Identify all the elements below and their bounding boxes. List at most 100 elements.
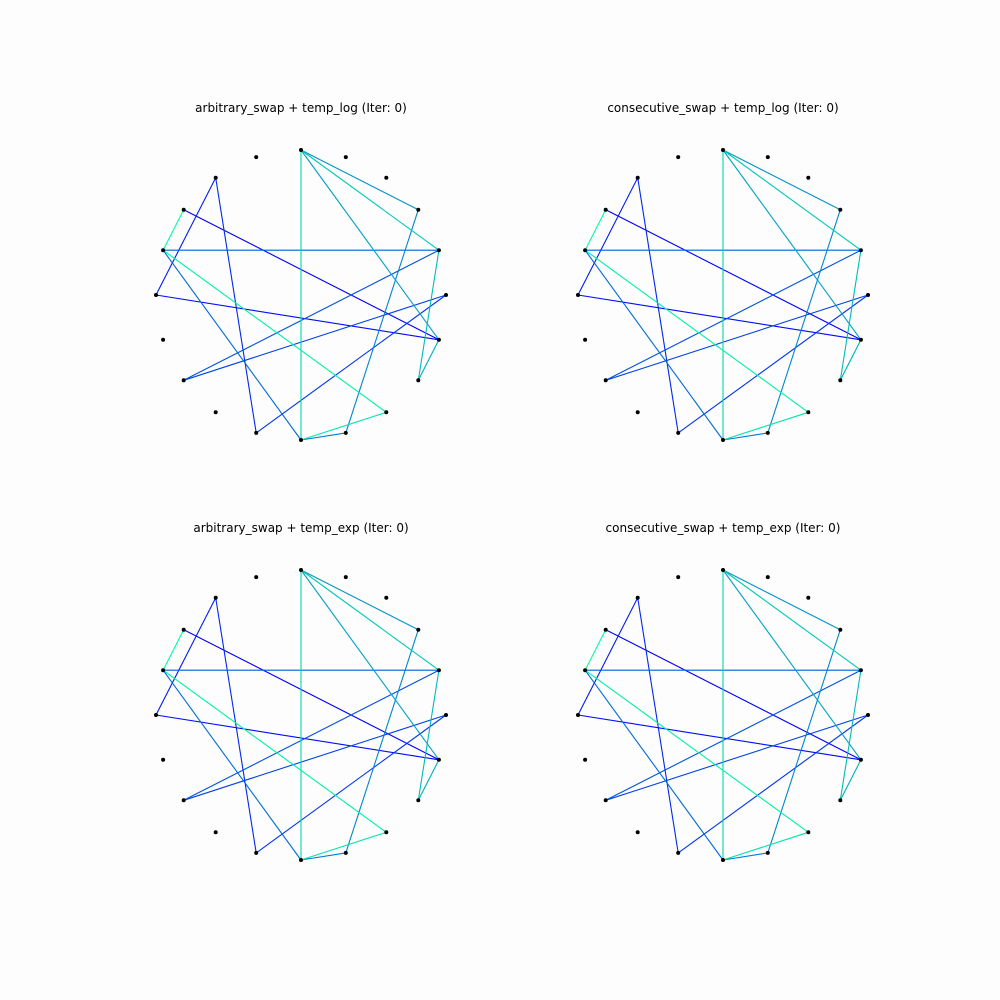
- city-point: [765, 155, 770, 160]
- city-point: [583, 668, 588, 673]
- tour-edge: [183, 249, 440, 381]
- tour-edge: [605, 294, 869, 381]
- panel-consecutive-swap-temp-exp: consecutive_swap + temp_exp (Iter: 0): [576, 521, 870, 862]
- city-point: [384, 830, 389, 835]
- city-point: [806, 595, 811, 600]
- tour-edge: [722, 569, 862, 671]
- city-point: [254, 575, 259, 580]
- city-point: [213, 830, 218, 835]
- city-point: [676, 575, 681, 580]
- panel-consecutive-swap-temp-log: consecutive_swap + temp_log (Iter: 0): [576, 101, 870, 442]
- panel-title: consecutive_swap + temp_exp (Iter: 0): [606, 521, 841, 535]
- city-point: [299, 148, 303, 152]
- tour-edge: [605, 209, 862, 341]
- tour-edge: [722, 831, 809, 861]
- city-point: [436, 757, 441, 762]
- city-point: [343, 850, 348, 855]
- tour-edge: [839, 339, 862, 381]
- tour-edge: [155, 597, 217, 716]
- tour-edge: [605, 669, 862, 801]
- tour-edge: [183, 294, 447, 381]
- city-point: [416, 207, 421, 212]
- city-point: [416, 798, 421, 803]
- tour-edge: [722, 149, 862, 251]
- tour-edge: [300, 569, 440, 671]
- tour-edge: [839, 759, 862, 801]
- city-point: [635, 595, 640, 600]
- city-point: [866, 293, 870, 297]
- city-point: [343, 155, 348, 160]
- city-point: [603, 798, 608, 803]
- tour-edge: [300, 149, 440, 341]
- tour-edge: [345, 209, 419, 434]
- tour-edge: [162, 249, 302, 441]
- tour-edge: [417, 759, 440, 801]
- tour-edge: [300, 411, 387, 441]
- tour-path: [576, 568, 870, 862]
- city-point: [635, 830, 640, 835]
- tour-edge: [584, 669, 809, 833]
- tour-edge: [183, 629, 440, 761]
- city-point: [635, 175, 640, 180]
- city-point: [161, 668, 166, 673]
- city-point: [254, 850, 259, 855]
- city-point: [213, 175, 218, 180]
- tour-edge: [300, 432, 346, 441]
- panel-title: consecutive_swap + temp_log (Iter: 0): [607, 101, 838, 115]
- panel-title: arbitrary_swap + temp_log (Iter: 0): [195, 101, 407, 115]
- city-point: [635, 410, 640, 415]
- city-point: [254, 430, 259, 435]
- tour-edge: [605, 249, 862, 381]
- tour-edge: [722, 432, 768, 441]
- tour-edge: [584, 629, 607, 671]
- city-point: [254, 155, 259, 160]
- city-point: [343, 430, 348, 435]
- tour-edge: [637, 597, 679, 853]
- tour-edge: [300, 569, 419, 631]
- city-point: [154, 713, 158, 717]
- city-point: [858, 668, 863, 673]
- tour-edge: [584, 209, 607, 251]
- tour-edge: [722, 149, 841, 211]
- tour-edge: [155, 177, 217, 296]
- tour-edge: [300, 149, 419, 211]
- city-point: [213, 410, 218, 415]
- tour-edge: [677, 714, 869, 854]
- city-point: [676, 155, 681, 160]
- tour-edge: [155, 294, 439, 341]
- city-point: [576, 713, 580, 717]
- city-point: [866, 713, 870, 717]
- city-point: [299, 858, 303, 862]
- city-point: [576, 293, 580, 297]
- city-point: [343, 575, 348, 580]
- city-point: [181, 378, 186, 383]
- city-point: [583, 757, 588, 762]
- city-point: [436, 248, 441, 253]
- city-point: [583, 337, 588, 342]
- tour-edge: [577, 294, 861, 341]
- tour-edge: [839, 250, 862, 381]
- city-point: [384, 175, 389, 180]
- city-point: [858, 337, 863, 342]
- city-point: [181, 207, 186, 212]
- tour-edge: [577, 714, 861, 761]
- city-point: [721, 858, 725, 862]
- tour-edge: [722, 569, 841, 631]
- city-point: [603, 627, 608, 632]
- tour-edge: [767, 629, 841, 854]
- panel-arbitrary-swap-temp-log: arbitrary_swap + temp_log (Iter: 0): [154, 101, 448, 442]
- tour-path: [576, 148, 870, 442]
- city-point: [603, 378, 608, 383]
- city-point: [444, 713, 448, 717]
- city-point: [765, 575, 770, 580]
- city-point: [721, 568, 725, 572]
- city-point: [181, 798, 186, 803]
- city-point: [213, 595, 218, 600]
- tour-edge: [584, 669, 724, 861]
- city-point: [444, 293, 448, 297]
- city-point: [765, 430, 770, 435]
- city-point: [384, 410, 389, 415]
- city-point: [416, 378, 421, 383]
- tour-edge: [300, 149, 440, 251]
- tour-edge: [345, 629, 419, 854]
